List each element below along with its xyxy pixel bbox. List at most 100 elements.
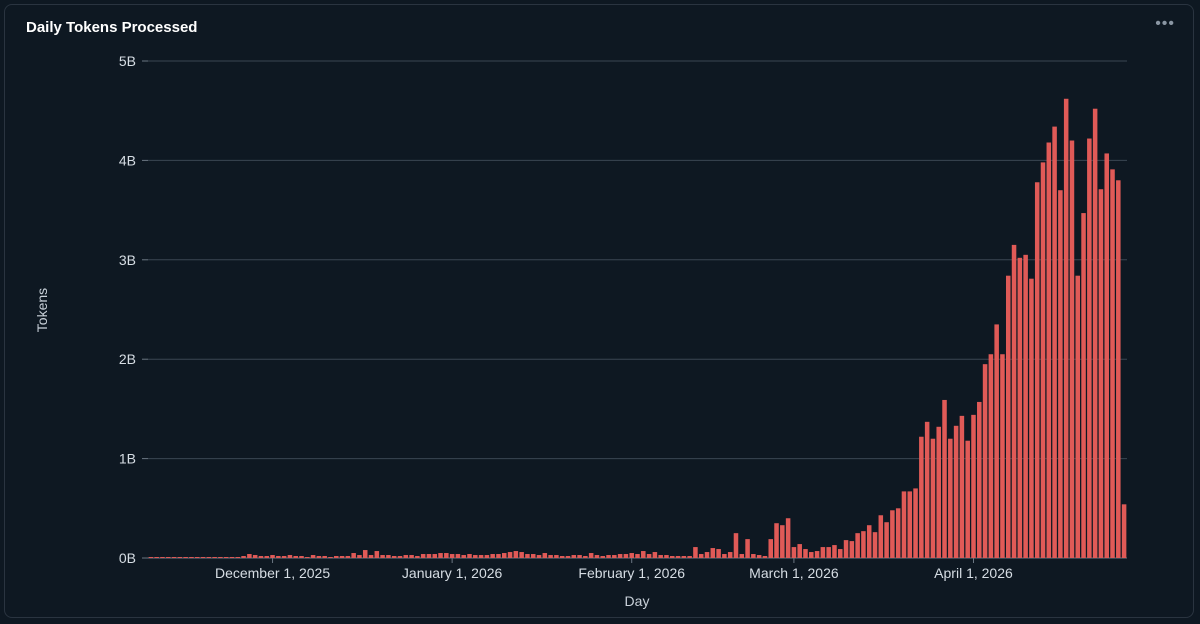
bar[interactable] — [1017, 257, 1023, 558]
bar[interactable] — [716, 549, 721, 558]
bar[interactable] — [832, 545, 837, 558]
bar[interactable] — [444, 553, 449, 558]
bar[interactable] — [1121, 504, 1127, 558]
bar[interactable] — [901, 491, 907, 558]
bar[interactable] — [803, 549, 808, 558]
bar[interactable] — [357, 555, 362, 558]
bar[interactable] — [461, 555, 466, 558]
bar[interactable] — [791, 547, 797, 558]
bar[interactable] — [548, 555, 553, 558]
bar[interactable] — [484, 555, 490, 558]
bar[interactable] — [930, 438, 936, 558]
bar[interactable] — [895, 508, 901, 558]
bar[interactable] — [756, 555, 762, 558]
bar[interactable] — [1000, 354, 1005, 558]
bar[interactable] — [334, 556, 339, 558]
bar[interactable] — [1058, 190, 1063, 558]
bar[interactable] — [722, 554, 727, 558]
bar[interactable] — [148, 557, 154, 558]
bar[interactable] — [820, 547, 826, 558]
bar[interactable] — [785, 518, 791, 558]
bar[interactable] — [478, 555, 484, 558]
bar[interactable] — [646, 554, 652, 558]
bar[interactable] — [368, 555, 374, 558]
bar[interactable] — [305, 557, 310, 558]
bar[interactable] — [432, 554, 438, 558]
bar[interactable] — [698, 554, 704, 558]
bar[interactable] — [814, 551, 820, 558]
bar[interactable] — [241, 556, 246, 558]
bar[interactable] — [826, 547, 831, 558]
bar[interactable] — [1092, 108, 1098, 559]
bar[interactable] — [542, 553, 548, 558]
bar[interactable] — [780, 525, 785, 558]
bar[interactable] — [519, 552, 524, 558]
bar[interactable] — [223, 557, 229, 558]
bar[interactable] — [1116, 180, 1121, 558]
bar[interactable] — [380, 555, 385, 558]
bar[interactable] — [994, 324, 999, 558]
bar[interactable] — [670, 556, 675, 558]
bar[interactable] — [751, 554, 756, 558]
bar[interactable] — [536, 555, 542, 558]
bar[interactable] — [658, 555, 663, 558]
bar[interactable] — [942, 399, 947, 558]
bar[interactable] — [1029, 278, 1034, 558]
bar[interactable] — [154, 557, 159, 558]
bar[interactable] — [890, 510, 895, 558]
bar[interactable] — [612, 555, 617, 558]
bar[interactable] — [1023, 254, 1028, 558]
bar[interactable] — [948, 438, 953, 558]
bar[interactable] — [420, 554, 426, 558]
bar[interactable] — [409, 555, 414, 558]
bar[interactable] — [1052, 126, 1057, 558]
bar[interactable] — [693, 547, 698, 558]
bar[interactable] — [843, 540, 849, 558]
bar[interactable] — [953, 425, 959, 558]
bar[interactable] — [264, 556, 270, 558]
bar[interactable] — [362, 550, 368, 558]
bar[interactable] — [166, 557, 171, 558]
bar[interactable] — [1063, 98, 1069, 559]
bar[interactable] — [664, 555, 669, 558]
bar[interactable] — [374, 551, 380, 558]
bar[interactable] — [936, 426, 941, 558]
bar[interactable] — [878, 515, 884, 558]
bar[interactable] — [328, 557, 333, 558]
bar[interactable] — [194, 557, 200, 558]
bar[interactable] — [588, 553, 594, 558]
bar[interactable] — [496, 554, 501, 558]
bar[interactable] — [218, 557, 223, 558]
bar[interactable] — [287, 555, 293, 558]
bar[interactable] — [797, 544, 802, 558]
bar[interactable] — [559, 556, 565, 558]
bar[interactable] — [160, 557, 165, 558]
bar[interactable] — [583, 556, 588, 558]
bar[interactable] — [281, 556, 287, 558]
bar[interactable] — [884, 522, 889, 558]
bar[interactable] — [577, 555, 582, 558]
bar[interactable] — [449, 554, 455, 558]
bar[interactable] — [913, 488, 918, 558]
bar[interactable] — [276, 556, 281, 558]
bar[interactable] — [1110, 169, 1115, 558]
bar[interactable] — [299, 556, 304, 558]
bar[interactable] — [745, 539, 750, 558]
bar[interactable] — [258, 556, 264, 558]
bar[interactable] — [629, 553, 634, 558]
bar[interactable] — [727, 552, 733, 558]
bar[interactable] — [554, 555, 559, 558]
bar[interactable] — [774, 523, 779, 558]
bar[interactable] — [270, 555, 275, 558]
bar[interactable] — [924, 421, 930, 558]
bar[interactable] — [490, 554, 495, 558]
bar[interactable] — [600, 556, 605, 558]
bar[interactable] — [849, 541, 855, 558]
bar[interactable] — [403, 555, 409, 558]
bar[interactable] — [200, 557, 206, 558]
bar[interactable] — [652, 552, 658, 558]
bar[interactable] — [507, 552, 513, 558]
bar[interactable] — [681, 556, 687, 558]
bar[interactable] — [762, 556, 768, 558]
bar[interactable] — [351, 553, 356, 558]
